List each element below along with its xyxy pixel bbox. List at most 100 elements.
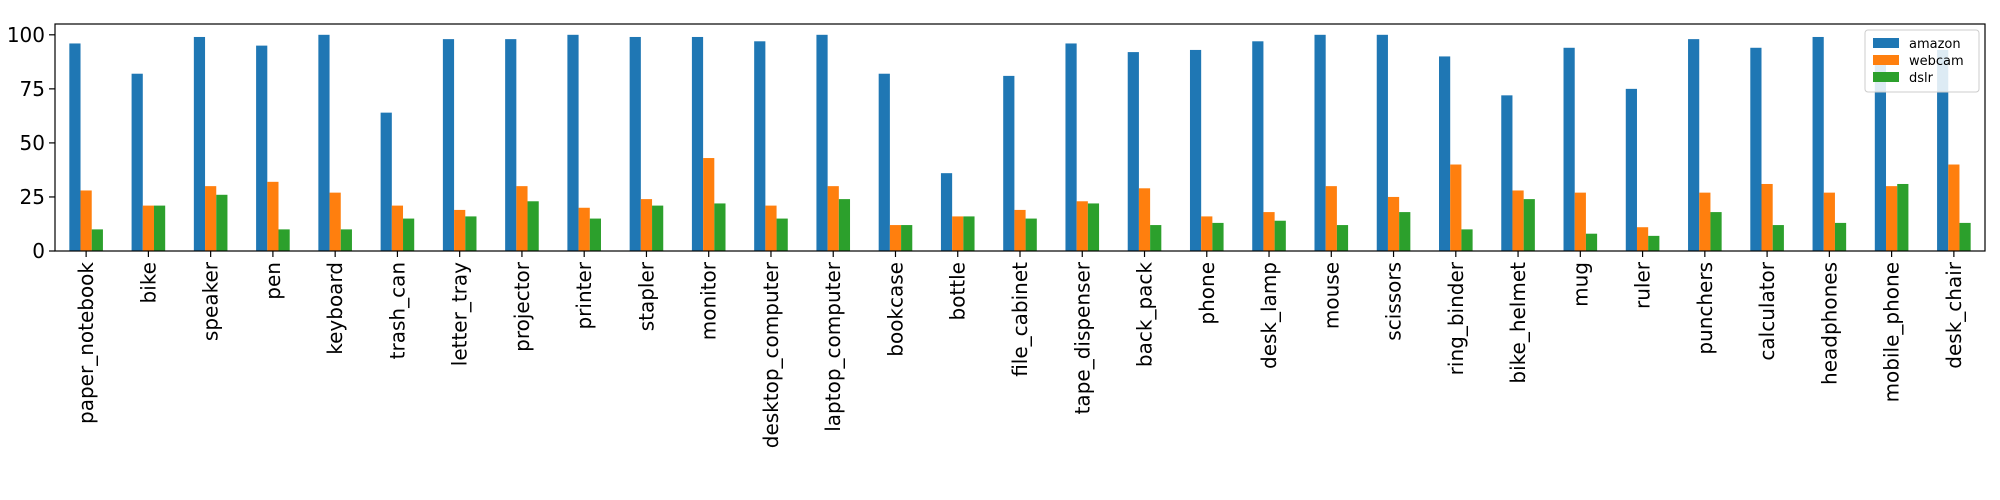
legend: amazon webcam dslr <box>1864 29 1980 93</box>
bar-webcam-desktop_computer <box>765 205 777 251</box>
x-tick-label-trash_can: trash_can <box>385 262 409 359</box>
bar-amazon-trash_can <box>380 112 392 251</box>
bar-amazon-scissors <box>1376 34 1388 252</box>
bar-dslr-monitor <box>714 203 726 251</box>
bar-dslr-back_pack <box>1150 225 1162 251</box>
x-tick-label-mouse: mouse <box>1319 262 1343 329</box>
bar-amazon-speaker <box>193 36 206 251</box>
bar-amazon-laptop_computer <box>816 34 828 252</box>
bar-dslr-projector <box>527 201 539 251</box>
bar-amazon-mobile_phone <box>1874 56 1887 252</box>
bar-dslr-punchers <box>1710 212 1722 251</box>
y-tick-label: 25 <box>20 185 45 209</box>
bar-amazon-back_pack <box>1127 52 1139 251</box>
x-tick-label-mobile_phone: mobile_phone <box>1880 262 1904 402</box>
bar-amazon-bike_helmet <box>1501 95 1513 251</box>
bar-webcam-laptop_computer <box>827 186 839 251</box>
bar-amazon-mouse <box>1314 34 1326 252</box>
bars-layer <box>69 34 1971 252</box>
x-tick-label-mug: mug <box>1568 262 1592 307</box>
legend-swatch-webcam <box>1873 55 1899 65</box>
legend-swatch-dslr <box>1873 72 1899 82</box>
y-tick-label: 50 <box>20 131 45 155</box>
plot-frame <box>54 23 1986 252</box>
x-tick-label-letter_tray: letter_tray <box>448 262 472 366</box>
bar-dslr-mug <box>1585 233 1598 251</box>
y-tick-label: 100 <box>7 23 45 47</box>
bar-webcam-calculator <box>1761 183 1773 251</box>
bar-amazon-keyboard <box>318 34 330 252</box>
bar-webcam-mouse <box>1325 186 1337 251</box>
x-tick-label-projector: projector <box>510 261 534 352</box>
bar-amazon-desk_chair <box>1937 49 1949 251</box>
x-tick-label-back_pack: back_pack <box>1133 262 1157 367</box>
bar-webcam-back_pack <box>1138 188 1151 251</box>
x-tick-label-paper_notebook: paper_notebook <box>74 262 98 424</box>
x-tick-label-laptop_computer: laptop_computer <box>821 261 845 432</box>
x-tick-label-scissors: scissors <box>1382 262 1406 341</box>
x-axis: paper_notebook bike speaker pen keyboard tras… <box>74 251 1966 448</box>
bar-dslr-keyboard <box>340 229 352 251</box>
bar-webcam-file_cabinet <box>1014 209 1026 251</box>
bar-amazon-projector <box>505 39 517 251</box>
bar-amazon-ruler <box>1625 88 1637 251</box>
bar-dslr-bookcase <box>901 225 913 251</box>
bar-amazon-bookcase <box>878 73 890 251</box>
bar-webcam-pen <box>267 181 279 251</box>
x-tick-label-stapler: stapler <box>634 261 658 331</box>
y-axis: 0 25 50 75 100 <box>7 23 55 263</box>
bar-dslr-mouse <box>1336 225 1349 251</box>
bar-webcam-printer <box>578 207 590 251</box>
bar-amazon-desktop_computer <box>754 41 766 251</box>
x-tick-label-file_cabinet: file_cabinet <box>1008 262 1032 377</box>
bar-dslr-printer <box>589 218 601 251</box>
bar-webcam-keyboard <box>329 192 341 251</box>
bar-webcam-bike <box>142 205 154 251</box>
bar-webcam-trash_can <box>391 205 404 251</box>
bar-dslr-bike <box>153 205 166 251</box>
bar-webcam-bottle <box>952 216 964 251</box>
bar-webcam-ring_binder <box>1450 164 1462 251</box>
bar-webcam-monitor <box>703 158 715 251</box>
bar-amazon-desk_lamp <box>1252 41 1264 251</box>
bar-dslr-phone <box>1212 222 1224 251</box>
legend-label-dslr: dslr <box>1909 71 1934 86</box>
bar-dslr-bike_helmet <box>1523 199 1535 251</box>
bar-webcam-stapler <box>640 199 653 251</box>
x-tick-label-ruler: ruler <box>1631 261 1655 309</box>
bar-amazon-letter_tray <box>442 39 455 251</box>
bar-webcam-bike_helmet <box>1512 190 1524 251</box>
bar-webcam-mug <box>1574 192 1586 251</box>
y-tick-label: 0 <box>32 239 45 263</box>
bar-dslr-desk_lamp <box>1274 220 1286 251</box>
bar-webcam-speaker <box>205 186 217 251</box>
bar-amazon-stapler <box>629 36 641 251</box>
bar-webcam-bookcase <box>889 225 902 251</box>
bar-dslr-calculator <box>1772 225 1784 251</box>
bar-dslr-headphones <box>1834 222 1847 251</box>
x-tick-label-monitor: monitor <box>697 261 721 340</box>
x-tick-label-keyboard: keyboard <box>323 262 347 355</box>
legend-label-webcam: webcam <box>1909 54 1964 69</box>
bar-webcam-paper_notebook <box>80 190 92 251</box>
bar-amazon-monitor <box>691 36 704 251</box>
bar-dslr-stapler <box>652 205 664 251</box>
bar-webcam-projector <box>516 186 528 251</box>
bar-amazon-pen <box>256 45 268 252</box>
x-tick-label-phone: phone <box>1195 262 1219 325</box>
x-tick-label-bike: bike <box>136 262 160 303</box>
x-tick-label-ring_binder: ring_binder <box>1444 261 1468 375</box>
bar-amazon-file_cabinet <box>1003 75 1015 251</box>
x-tick-label-pen: pen <box>261 262 285 300</box>
bar-dslr-ring_binder <box>1461 229 1473 251</box>
bar-webcam-ruler <box>1636 227 1649 251</box>
x-tick-label-speaker: speaker <box>199 261 223 341</box>
bar-amazon-printer <box>567 34 579 252</box>
bar-dslr-scissors <box>1399 212 1411 251</box>
bar-webcam-tape_dispenser <box>1076 201 1088 251</box>
bar-webcam-letter_tray <box>454 209 466 251</box>
bar-webcam-scissors <box>1387 196 1400 251</box>
x-tick-label-tape_dispenser: tape_dispenser <box>1070 261 1094 414</box>
